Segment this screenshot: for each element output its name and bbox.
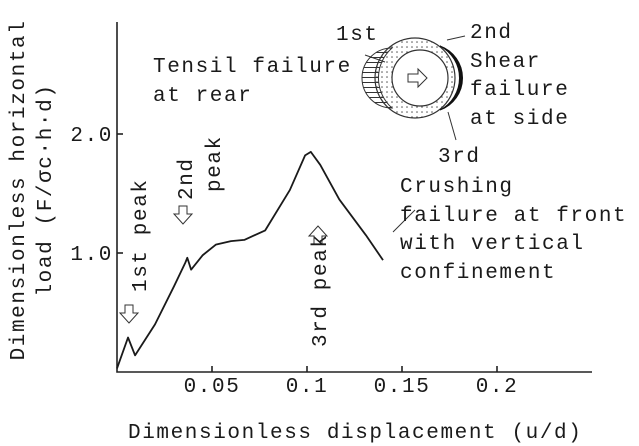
peak-label: 3rd peak (310, 233, 333, 347)
y-tick-label: 1.0 (70, 244, 113, 267)
x-tick-label: 0.05 (184, 376, 241, 399)
annotation: at side (470, 108, 569, 131)
annotation: 3rd (438, 146, 481, 169)
x-tick-label: 0.2 (476, 376, 519, 399)
annotation: Tensil failure (153, 56, 352, 79)
axes (116, 22, 592, 373)
peak-label: peak (204, 135, 227, 192)
annotation: at rear (153, 85, 252, 108)
annotation: failure at front (400, 205, 627, 228)
y-axis-title: load (F/σc·h·d) (35, 83, 58, 296)
annotation: 1st (336, 24, 379, 47)
annotation: confinement (400, 262, 556, 285)
annotation: 2nd (470, 22, 513, 45)
x-tick-label: 0.15 (374, 376, 431, 399)
y-axis-title: Dimensionless horizontal (8, 20, 31, 361)
annotation: Shear (470, 51, 541, 74)
x-tick-label: 0.1 (286, 376, 329, 399)
annotation: Crushing (400, 176, 514, 199)
peak-label: 2nd (176, 157, 199, 200)
peak-label: 1st peak (130, 178, 153, 292)
annotation: failure (470, 79, 569, 102)
failure-diagram (361, 35, 466, 233)
data-line (116, 150, 384, 369)
annotation: with vertical (400, 233, 585, 256)
x-axis-title: Dimensionless displacement (u/d) (128, 422, 582, 445)
peak-arrows (118, 205, 329, 324)
y-tick-label: 2.0 (70, 125, 113, 148)
